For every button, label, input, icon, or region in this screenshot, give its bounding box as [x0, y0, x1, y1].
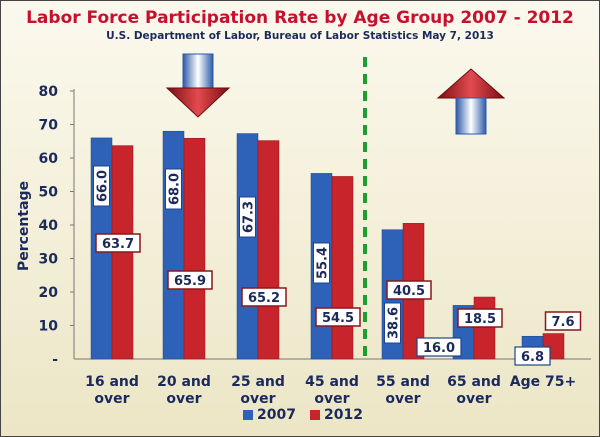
legend-item-2012: 2012	[309, 407, 363, 423]
data-label-box-2007	[93, 165, 110, 207]
data-label-2012: 7.6	[551, 315, 574, 330]
y-tick-label-zero: -	[52, 352, 58, 368]
chart-subtitle: U.S. Department of Labor, Bureau of Labo…	[106, 30, 494, 42]
data-label-box-2012	[315, 307, 361, 327]
data-label-2007: 38.6	[387, 307, 402, 339]
bar-2007-1	[162, 130, 185, 360]
chart-title: Labor Force Participation Rate by Age Gr…	[26, 8, 574, 28]
data-label-box-2007	[416, 337, 462, 357]
data-label-box-2007	[165, 168, 182, 210]
data-label-2012: 63.7	[102, 237, 134, 252]
data-label-2007: 67.3	[242, 201, 257, 233]
x-category-label: 55 and	[376, 374, 430, 390]
data-label-2007: 66.0	[96, 170, 111, 202]
up-arrow-icon	[436, 68, 506, 135]
data-label-2012: 18.5	[464, 312, 496, 327]
y-tick-label: 40	[39, 218, 59, 234]
data-label-box-2012	[95, 233, 141, 253]
data-label-box-2012	[457, 308, 503, 328]
data-label-box-2007	[384, 302, 401, 344]
y-tick-label: 70	[39, 118, 59, 134]
y-tick-label: 10	[39, 319, 59, 335]
down-arrow-icon	[165, 53, 231, 118]
x-category-label: 25 and	[231, 374, 285, 390]
legend-swatch-2007	[243, 410, 253, 420]
data-label-box-2012	[386, 280, 432, 300]
data-label-2012: 54.5	[322, 311, 354, 326]
data-label-box-2012	[241, 287, 287, 307]
legend-label-2012: 2012	[323, 407, 363, 423]
data-label-2007: 55.4	[316, 247, 331, 279]
legend-item-2007: 2007	[243, 407, 296, 423]
data-label-box-2007	[239, 196, 256, 238]
legend-swatch-2012	[309, 410, 320, 420]
data-label-2007: 68.0	[168, 173, 183, 205]
data-label-box-2012	[167, 270, 213, 290]
x-category-label: over	[314, 391, 349, 407]
bar-2012-1	[183, 137, 206, 360]
x-category-label: Age 75+	[510, 374, 576, 390]
x-category-label: 20 and	[157, 374, 211, 390]
y-tick-label: 60	[39, 151, 59, 167]
legend-label-2007: 2007	[257, 407, 296, 423]
data-label-2012: 65.2	[248, 291, 280, 306]
y-tick-label: 50	[39, 185, 59, 201]
legend: 2007 2012	[243, 407, 363, 423]
data-label-box-2007	[313, 242, 330, 284]
x-category-label: over	[385, 391, 420, 407]
x-category-label: 45 and	[305, 374, 359, 390]
data-label-2012: 65.9	[174, 274, 206, 289]
x-category-label: over	[166, 391, 201, 407]
y-tick-label: 80	[39, 84, 59, 100]
y-axis-label: Percentage	[16, 181, 32, 271]
y-tick-label: 30	[39, 252, 59, 268]
data-label-box-2012	[544, 311, 582, 331]
bar-2012-2	[257, 140, 280, 360]
bar-2007-2	[236, 133, 259, 360]
x-category-label: 65 and	[447, 374, 501, 390]
data-label-2012: 40.5	[393, 284, 425, 299]
x-category-label: over	[94, 391, 129, 407]
x-category-label: over	[240, 391, 275, 407]
x-category-label: 16 and	[85, 374, 139, 390]
bar-2012-3	[331, 176, 354, 360]
data-label-box-2007	[514, 346, 551, 366]
y-tick-label: 20	[39, 285, 59, 301]
bar-2012-5	[473, 296, 496, 360]
x-category-label: over	[456, 391, 491, 407]
data-label-2007: 6.8	[521, 350, 544, 365]
data-label-2007: 16.0	[423, 341, 455, 356]
